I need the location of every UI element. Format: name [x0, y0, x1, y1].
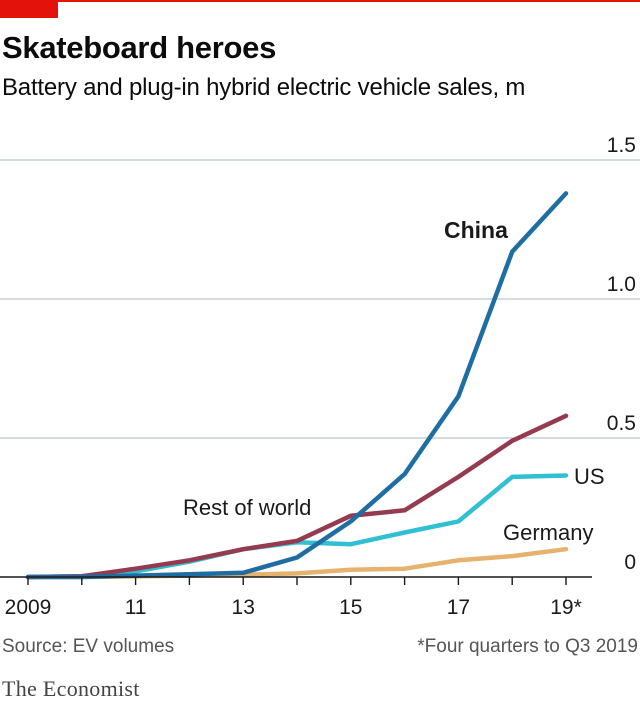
series-label-germany: Germany	[503, 520, 593, 545]
x-tick-label: 19*	[550, 596, 582, 619]
chart-subtitle: Battery and plug-in hybrid electric vehi…	[2, 74, 526, 101]
line-chart: 0 0.5 1.0 1.5 2009 11 13 15 17 19* China Rest of wo…	[0, 134, 640, 619]
series-line-rest-of-world	[25, 413, 569, 580]
x-tick-label: 2009	[5, 596, 52, 619]
series-label-us: US	[574, 464, 605, 489]
brand-red-tab	[0, 0, 58, 18]
x-tick-label: 15	[339, 596, 362, 619]
y-tick-label: 0.5	[607, 412, 636, 435]
series-line-us	[25, 473, 569, 580]
x-tick-label: 13	[232, 596, 255, 619]
x-tick-label: 11	[125, 596, 147, 619]
y-tick-label: 0	[624, 551, 636, 574]
footnote: *Four quarters to Q3 2019	[417, 636, 638, 657]
y-tick-label: 1.0	[607, 273, 636, 296]
chart-title: Skateboard heroes	[2, 30, 277, 65]
y-tick-label: 1.5	[607, 134, 636, 157]
x-tick-label: 17	[447, 596, 470, 619]
source-note: Source: EV volumes	[2, 636, 175, 657]
top-rule	[0, 0, 640, 2]
series-line-china	[25, 191, 569, 580]
series-label-china: China	[444, 217, 508, 243]
series-label-rest-of-world: Rest of world	[183, 495, 311, 520]
brand-logo: The Economist	[2, 676, 140, 701]
